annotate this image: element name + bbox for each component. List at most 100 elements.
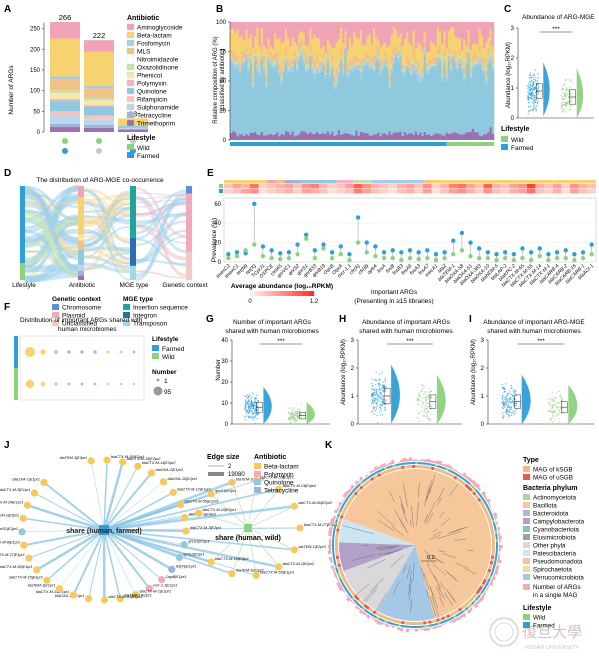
panel-e-heat-cell-wild (544, 184, 553, 189)
panel-e-dot-wild (425, 255, 430, 261)
panel-d-antibiotic-segment (78, 186, 84, 198)
panel-j-edge (26, 504, 105, 532)
panel-e-antibiotic-cell (492, 180, 501, 184)
panel-b-bar-segment (263, 71, 266, 136)
panel-e-heat-cell-farmed (258, 189, 268, 194)
panel-k-branch (426, 561, 431, 566)
panel-e-antibiotic-cell (587, 180, 596, 184)
I-plot-point (502, 398, 504, 400)
panel-k-type-ring (335, 539, 339, 543)
panel-b-bar-segment (340, 61, 343, 135)
panel-e-dot-farmed (355, 215, 361, 220)
panel-j-node-label: blaTEM-1|E3pr3 (236, 477, 264, 481)
panel-f-dot-farmed (132, 350, 136, 354)
panel-f-dot-wild (119, 382, 123, 386)
panel-k-lifestyle-ring (492, 522, 496, 526)
H-plot-point (431, 396, 433, 399)
G-plot-point (289, 418, 291, 421)
panel-b-bar-segment (333, 76, 336, 84)
panel-j-node (175, 553, 184, 562)
panel-k-lifestyle-ring (349, 594, 353, 599)
panel-b-bar-segment (274, 64, 277, 68)
G-plot-point (249, 416, 252, 418)
panel-b-bar-segment (465, 61, 468, 64)
panel-k-type-ring (453, 475, 458, 480)
panel-b-bar-segment (357, 62, 361, 65)
panel-k-branch (394, 509, 407, 531)
mge-type-swatch (123, 304, 130, 310)
panel-e-dot-farmed (546, 252, 551, 257)
panel-k-lifestyle-ring (412, 625, 415, 628)
H-plot-point (371, 393, 373, 396)
panel-b-bar-segment (414, 48, 418, 60)
I-plot-point (514, 410, 516, 413)
panel-b-bar-segment (232, 65, 235, 132)
panel-b-bar-segment (388, 84, 391, 88)
panel-b-bar-segment (326, 49, 330, 57)
panel-e-antibiotic-cell (379, 180, 389, 184)
panel-e-heat-cell-farmed (267, 189, 276, 194)
H-plot-point (384, 408, 387, 410)
panel-a-bar-segment (84, 115, 114, 120)
panel-b-bar-segment (247, 66, 251, 72)
panel-b-bar-segment (302, 131, 306, 140)
panel-k-arg-count-bar (374, 619, 379, 623)
panel-b-bar-segment (320, 22, 323, 49)
panel-k-branch (429, 587, 434, 597)
panel-k-arg-count-bar (420, 628, 424, 630)
panel-b-bar-segment (458, 55, 462, 59)
panel-b-bar-segment (381, 65, 385, 68)
panel-b-bar-segment (478, 135, 482, 140)
panel-e-dot-wild (537, 253, 542, 259)
panel-k-arg-count-bar (498, 533, 501, 537)
G-plot-point (289, 422, 291, 424)
panel-b-bar-segment (256, 22, 259, 28)
panel-b-bar-segment (320, 133, 323, 140)
panel-b-bar-segment (370, 56, 374, 64)
panel-h: Abundance of important ARGs shared with … (341, 319, 462, 428)
antibiotic-swatch (126, 47, 135, 55)
panel-b-bar-segment (331, 63, 334, 67)
panel-d-flow (83, 196, 131, 235)
panel-e-heat-legend-cell (259, 291, 263, 296)
C-plot-point (532, 92, 534, 95)
panel-k-lifestyle-ring (455, 613, 459, 617)
H-plot-point (419, 393, 421, 395)
H-plot-point (372, 406, 374, 408)
panel-b-bar-segment (304, 69, 308, 73)
mge-type-label: Insertion sequence (133, 305, 188, 312)
I-plot-point (561, 408, 563, 410)
panel-b-bar-segment (384, 51, 387, 57)
H-plot-point (420, 400, 422, 402)
panel-k-type-ring (370, 477, 375, 482)
panel-e-heat-cell-wild (448, 184, 458, 189)
panel-b-bar-segment (293, 51, 297, 58)
panel-b-bar-segment (423, 131, 427, 140)
H-plot-point (381, 423, 383, 425)
panel-j-node-label: blaCTX-M-55|E2pr1 (111, 455, 145, 459)
panel-f-dot-wild (106, 382, 110, 386)
panel-b-bar-segment (269, 133, 273, 140)
panel-e-heat-legend-cell (272, 291, 276, 296)
panel-e-heat-title: Average abundance (log₁₀RPKM) (231, 283, 333, 290)
panel-b-bar-segment (386, 63, 389, 66)
panel-k-lifestyle-ring (363, 608, 368, 613)
panel-e-dot-farmed (494, 252, 499, 257)
G-plot-half-violin (263, 387, 272, 424)
lifestyle-swatch-wild (127, 144, 134, 150)
panel-b-bar-segment (302, 22, 306, 34)
panel-e-heat-cell-wild (353, 184, 363, 189)
panel-j-node-label: blaCTX-M-1|E3pr1 (139, 590, 171, 594)
panel-b-bar-segment (467, 48, 471, 52)
panel-e-antibiotic-cell (414, 180, 423, 184)
panel-k-lifestyle-ring (406, 462, 410, 465)
panel-k-arg-count-bar (449, 466, 453, 470)
panel-j-node (40, 478, 48, 486)
C-plot-point (527, 99, 530, 101)
panel-b-bar-segment (269, 46, 273, 53)
panel-b-bar-segment (430, 22, 433, 42)
panel-k-type-ring (491, 553, 495, 557)
panel-k-lifestyle-ring (442, 620, 447, 623)
panel-b-bar-segment (309, 28, 312, 44)
